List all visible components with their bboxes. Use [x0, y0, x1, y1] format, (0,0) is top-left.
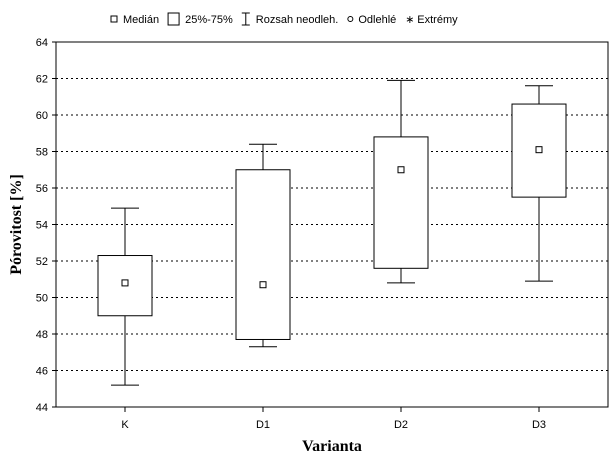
- legend-outlier-icon: [347, 16, 354, 22]
- y-axis: 44 46 48 50 52 54 56 58 60 62 64: [36, 37, 56, 414]
- legend-label: Rozsah neodleh.: [256, 14, 339, 26]
- legend: Medián 25%-75% Rozsah neodleh. Odlehlé ∗ Extr…: [110, 12, 458, 26]
- box-D3: [511, 85, 567, 282]
- legend-item-iqr: 25%-75%: [167, 12, 233, 26]
- box-D2: [373, 79, 429, 284]
- median-marker: [535, 146, 543, 154]
- legend-box-icon: [167, 12, 180, 26]
- iqr-box: [373, 136, 429, 269]
- x-tick-label: D1: [256, 419, 270, 431]
- legend-label: Medián: [123, 14, 159, 26]
- legend-whisker-icon: [241, 12, 250, 26]
- y-tick-label: 56: [36, 183, 48, 195]
- x-axis-title: Varianta: [302, 438, 362, 455]
- box-D1: [235, 143, 291, 348]
- legend-item-range: Rozsah neodleh.: [241, 12, 339, 26]
- y-tick-label: 50: [36, 293, 48, 305]
- x-tick-label: K: [121, 419, 129, 431]
- y-tick-label: 46: [36, 366, 48, 378]
- legend-label: Odlehlé: [358, 14, 396, 26]
- median-marker: [121, 279, 129, 287]
- y-tick-label: 54: [36, 220, 48, 232]
- legend-item-median: Medián: [110, 14, 159, 26]
- x-tick-label: D3: [532, 419, 546, 431]
- median-marker: [397, 166, 405, 174]
- boxes: [97, 79, 567, 386]
- y-tick-label: 60: [36, 110, 48, 122]
- y-tick-label: 58: [36, 147, 48, 159]
- y-tick-label: 64: [36, 37, 48, 49]
- box-K: [97, 207, 153, 386]
- y-tick-label: 62: [36, 74, 48, 86]
- y-axis-title: Pórovitost [%]: [8, 174, 25, 275]
- legend-item-outlier: Odlehlé: [347, 14, 396, 26]
- legend-label: Extrémy: [417, 14, 458, 26]
- legend-extreme-icon: ∗: [405, 14, 414, 26]
- y-tick-label: 48: [36, 329, 48, 341]
- legend-median-icon: [110, 15, 118, 23]
- legend-label: 25%-75%: [185, 14, 233, 26]
- y-tick-label: 44: [36, 402, 48, 414]
- legend-item-extreme: ∗ Extrémy: [405, 14, 458, 26]
- median-marker: [259, 281, 267, 289]
- x-axis: K D1 D2 D3: [121, 407, 546, 431]
- y-tick-label: 52: [36, 256, 48, 268]
- iqr-box: [235, 169, 291, 340]
- x-tick-label: D2: [394, 419, 408, 431]
